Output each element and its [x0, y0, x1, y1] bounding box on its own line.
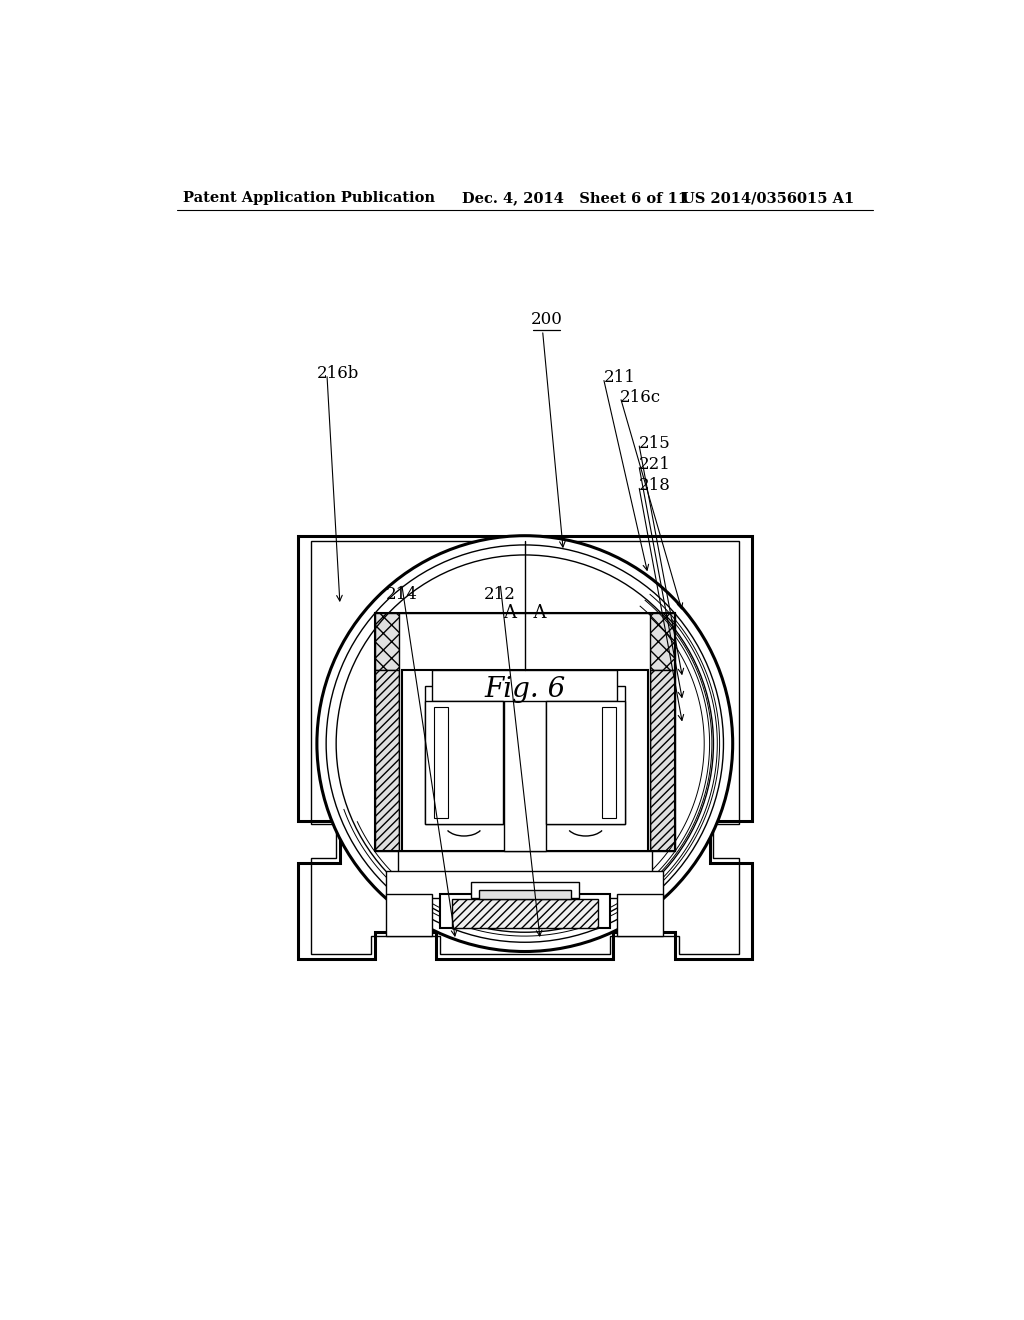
- Bar: [504, 686, 547, 851]
- Text: 221: 221: [639, 457, 671, 474]
- Text: Dec. 4, 2014   Sheet 6 of 11: Dec. 4, 2014 Sheet 6 of 11: [462, 191, 688, 206]
- Bar: [375, 671, 399, 851]
- Bar: [401, 671, 648, 851]
- Bar: [425, 701, 503, 825]
- Bar: [375, 612, 675, 671]
- Text: US 2014/0356015 A1: US 2014/0356015 A1: [682, 191, 854, 206]
- Bar: [452, 899, 598, 928]
- Text: 216b: 216b: [316, 366, 359, 383]
- Text: 200: 200: [530, 310, 562, 327]
- Text: 216c: 216c: [621, 388, 662, 405]
- Text: 215: 215: [639, 434, 671, 451]
- Bar: [386, 894, 432, 936]
- Polygon shape: [298, 536, 752, 960]
- Text: 214: 214: [386, 586, 418, 603]
- Bar: [617, 894, 664, 936]
- Bar: [478, 890, 571, 899]
- Bar: [375, 612, 675, 851]
- Bar: [547, 701, 625, 825]
- Bar: [397, 851, 652, 875]
- Bar: [375, 612, 675, 851]
- Text: 211: 211: [603, 370, 635, 387]
- Text: 212: 212: [484, 586, 516, 603]
- Bar: [471, 882, 579, 898]
- Text: Patent Application Publication: Patent Application Publication: [183, 191, 435, 206]
- Bar: [386, 871, 664, 898]
- Bar: [650, 671, 675, 851]
- Text: A - A: A - A: [503, 603, 547, 622]
- Bar: [440, 894, 609, 928]
- Bar: [434, 708, 447, 818]
- Circle shape: [316, 536, 733, 952]
- Bar: [399, 612, 650, 851]
- Bar: [602, 708, 615, 818]
- Text: Fig. 6: Fig. 6: [484, 676, 565, 704]
- Bar: [432, 671, 617, 701]
- Text: 218: 218: [639, 477, 671, 494]
- Bar: [425, 686, 625, 825]
